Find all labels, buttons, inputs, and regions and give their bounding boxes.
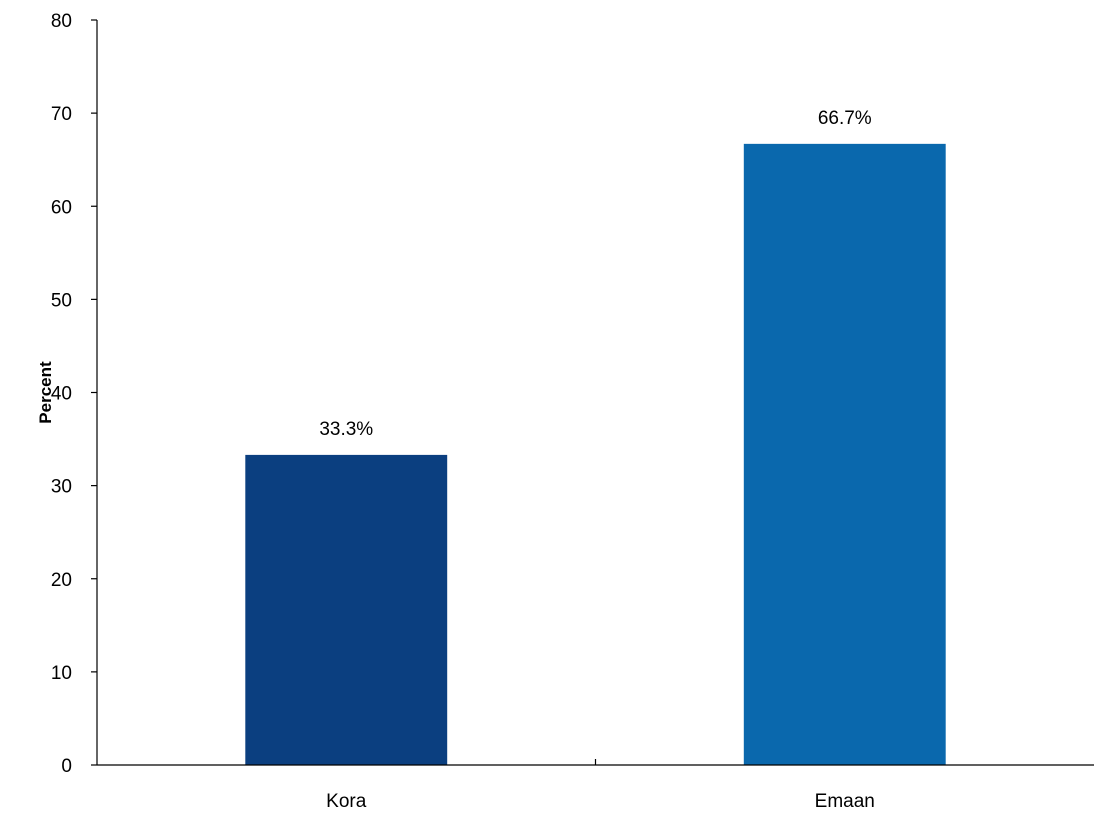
- x-tick-label: Emaan: [815, 791, 875, 812]
- y-tick-label: 10: [51, 663, 72, 684]
- y-tick-label: 20: [51, 570, 72, 591]
- y-tick-label: 50: [51, 290, 72, 311]
- y-tick-label: 40: [51, 384, 72, 405]
- y-tick-label: 60: [51, 197, 72, 218]
- plot-area: 33.3% 66.7% 0 10 20 30 40 50 60 70 80 Kora Emaan P…: [36, 11, 1094, 812]
- data-labels-group: 33.3% 66.7%: [319, 108, 871, 440]
- data-label-emaan: 66.7%: [818, 108, 872, 129]
- y-tick-label: 0: [61, 756, 72, 777]
- bar-kora: [245, 454, 448, 765]
- y-tick-label: 70: [51, 104, 72, 125]
- y-axis-label: Percent: [36, 361, 55, 424]
- y-tick-label: 30: [51, 477, 72, 498]
- data-label-kora: 33.3%: [319, 419, 373, 440]
- x-tick-label: Kora: [326, 791, 367, 812]
- bars-group: [245, 143, 946, 765]
- y-axis-ticks: 0 10 20 30 40 50 60 70 80: [51, 11, 97, 777]
- y-tick-label: 80: [51, 11, 72, 32]
- bar-emaan: [743, 143, 946, 765]
- x-axis-ticks: Kora Emaan: [326, 759, 875, 812]
